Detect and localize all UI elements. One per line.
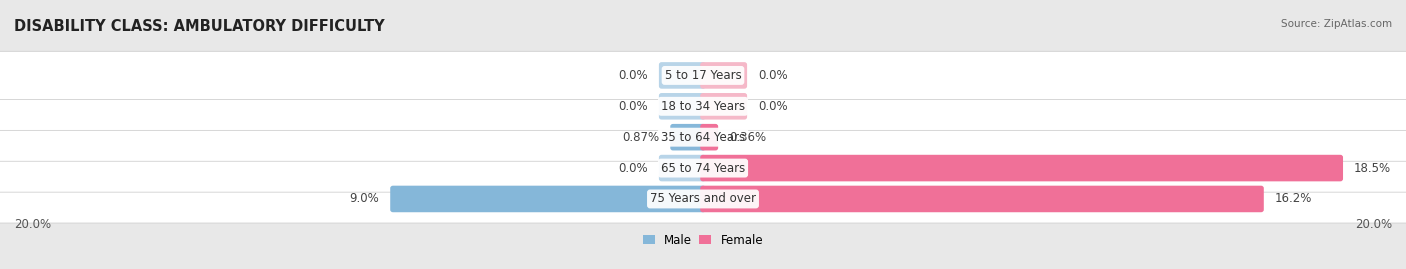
- Text: 0.0%: 0.0%: [619, 100, 648, 113]
- Text: 0.0%: 0.0%: [619, 162, 648, 175]
- FancyBboxPatch shape: [700, 155, 1343, 181]
- Text: 20.0%: 20.0%: [14, 218, 51, 231]
- FancyBboxPatch shape: [700, 93, 747, 120]
- Text: DISABILITY CLASS: AMBULATORY DIFFICULTY: DISABILITY CLASS: AMBULATORY DIFFICULTY: [14, 19, 385, 34]
- Text: 75 Years and over: 75 Years and over: [650, 192, 756, 206]
- FancyBboxPatch shape: [0, 51, 1406, 100]
- FancyBboxPatch shape: [391, 186, 706, 212]
- Text: 0.0%: 0.0%: [619, 69, 648, 82]
- FancyBboxPatch shape: [659, 155, 706, 181]
- Text: 35 to 64 Years: 35 to 64 Years: [661, 131, 745, 144]
- Text: 16.2%: 16.2%: [1275, 192, 1312, 206]
- Text: 18 to 34 Years: 18 to 34 Years: [661, 100, 745, 113]
- FancyBboxPatch shape: [0, 82, 1406, 130]
- Text: 0.36%: 0.36%: [730, 131, 766, 144]
- FancyBboxPatch shape: [700, 186, 1264, 212]
- FancyBboxPatch shape: [700, 62, 747, 89]
- FancyBboxPatch shape: [671, 124, 706, 150]
- Text: Source: ZipAtlas.com: Source: ZipAtlas.com: [1281, 19, 1392, 29]
- FancyBboxPatch shape: [700, 124, 718, 150]
- Text: 0.0%: 0.0%: [758, 69, 787, 82]
- Text: 5 to 17 Years: 5 to 17 Years: [665, 69, 741, 82]
- Text: 0.87%: 0.87%: [621, 131, 659, 144]
- FancyBboxPatch shape: [0, 144, 1406, 192]
- Text: 18.5%: 18.5%: [1354, 162, 1391, 175]
- Text: 20.0%: 20.0%: [1355, 218, 1392, 231]
- FancyBboxPatch shape: [659, 62, 706, 89]
- Text: 65 to 74 Years: 65 to 74 Years: [661, 162, 745, 175]
- FancyBboxPatch shape: [0, 175, 1406, 223]
- Legend: Male, Female: Male, Female: [638, 229, 768, 251]
- Text: 9.0%: 9.0%: [350, 192, 380, 206]
- Text: 0.0%: 0.0%: [758, 100, 787, 113]
- FancyBboxPatch shape: [0, 113, 1406, 161]
- FancyBboxPatch shape: [659, 93, 706, 120]
